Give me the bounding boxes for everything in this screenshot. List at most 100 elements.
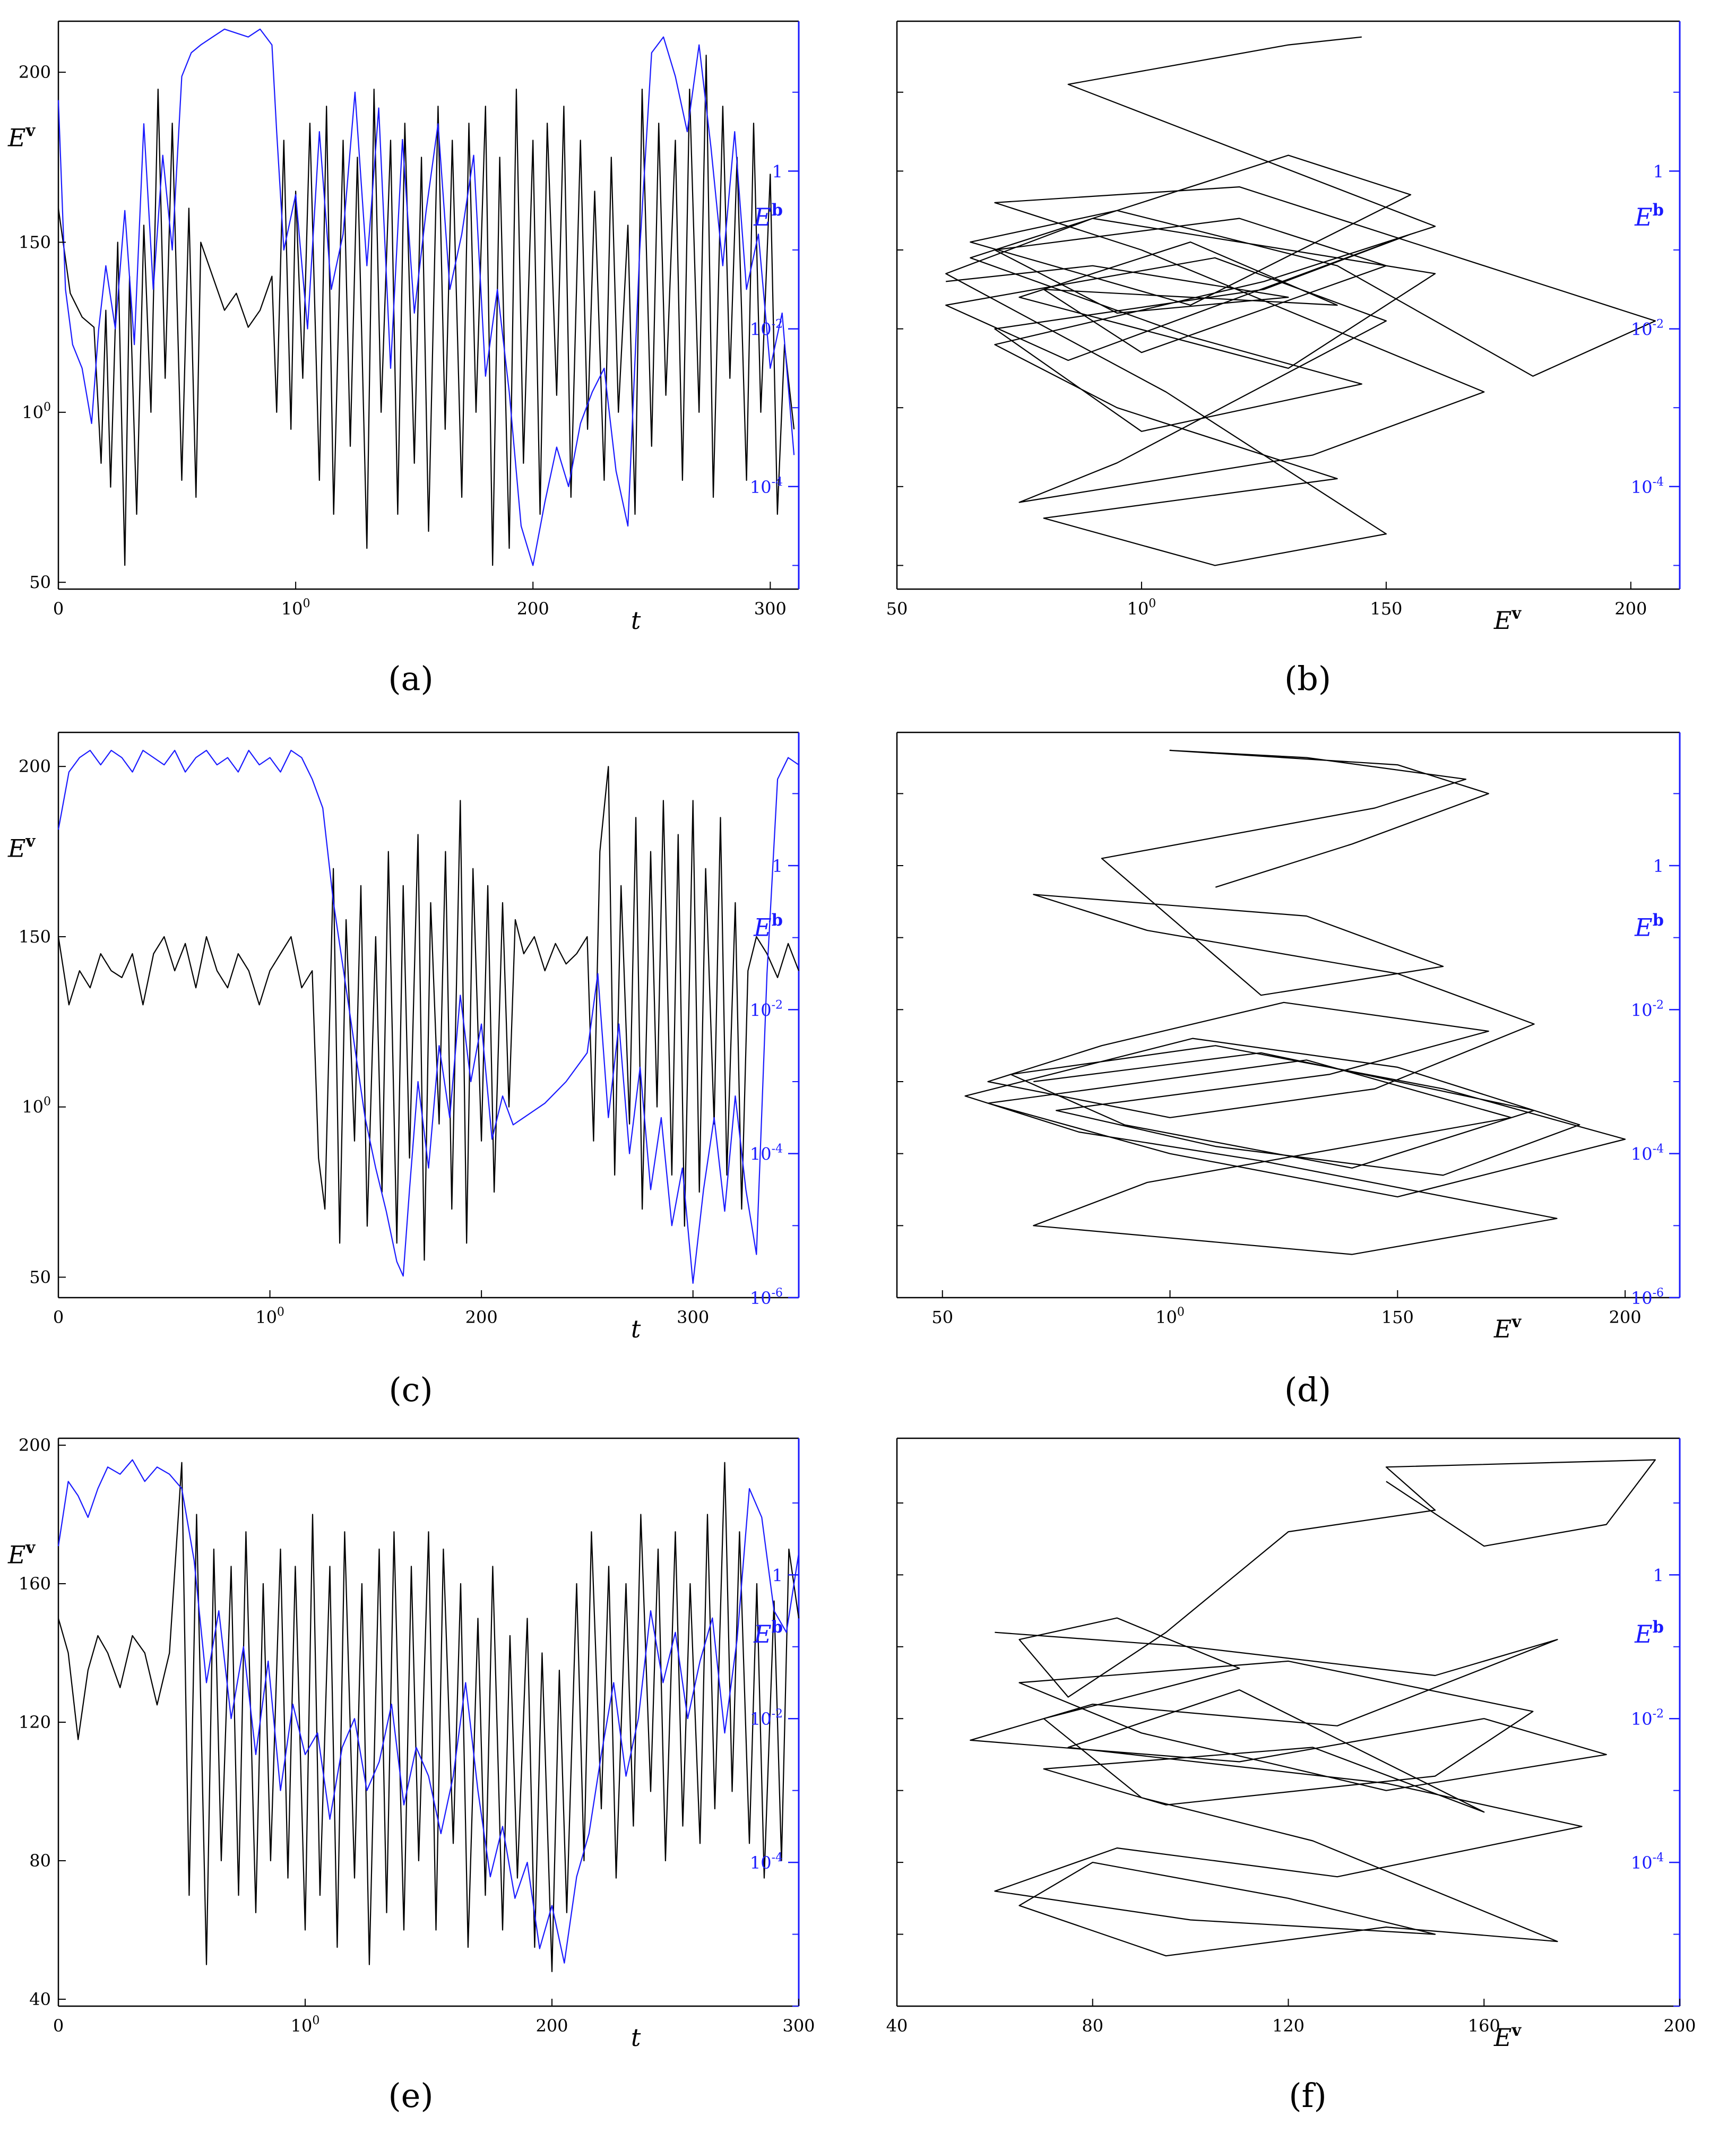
x-tick-label-d: 150 bbox=[1381, 1307, 1414, 1327]
x-tick-label-c: 100 bbox=[255, 1306, 284, 1327]
y-tick-label-a: 50 bbox=[29, 572, 51, 592]
x-tick-label-f: 120 bbox=[1272, 2016, 1305, 2036]
x-tick-label-d: 200 bbox=[1609, 1307, 1642, 1327]
x-tick-label-a: 200 bbox=[517, 599, 549, 619]
y2-tick-label-f: 10-4 bbox=[1631, 1851, 1664, 1873]
x-axis-title-d: Ev bbox=[1493, 1312, 1522, 1343]
y2-tick-label-c: 10-6 bbox=[750, 1286, 783, 1308]
y-tick-label-c: 150 bbox=[19, 927, 51, 947]
y2-axis-title-b: Eb bbox=[1634, 201, 1664, 231]
axes-e: 0 100 200 300 40 80 120 160 200 10-4 10-2 1 t Ev Eb bbox=[7, 1435, 815, 2052]
panel-label-b: (b) bbox=[1284, 659, 1331, 698]
y-tick-label-a: 100 bbox=[22, 401, 51, 422]
x-axis-title-e: t bbox=[631, 2023, 641, 2052]
series-Ev-e bbox=[57, 1462, 800, 1972]
x-tick-label-a: 0 bbox=[53, 599, 64, 619]
panel-frame-b bbox=[896, 20, 1681, 590]
y2-tick-label-a: 1 bbox=[772, 161, 783, 182]
x-tick-label-e: 100 bbox=[291, 2014, 320, 2036]
x-tick-label-c: 200 bbox=[465, 1307, 498, 1327]
series-Ev-a bbox=[57, 55, 795, 566]
x-tick-label-c: 300 bbox=[677, 1307, 709, 1327]
y2-tick-label-e: 10-4 bbox=[750, 1851, 783, 1873]
x-axis-title-f: Ev bbox=[1493, 2021, 1522, 2052]
panel-label-c: (c) bbox=[388, 1370, 433, 1409]
y2-axis-title-e: Eb bbox=[753, 1618, 783, 1648]
y2-tick-label-d: 10-4 bbox=[1631, 1143, 1664, 1164]
x-tick-label-f: 160 bbox=[1468, 2016, 1500, 2036]
panel-label-e: (e) bbox=[388, 2076, 433, 2115]
series-Eb-a bbox=[57, 28, 795, 566]
x-tick-label-d: 50 bbox=[931, 1307, 953, 1327]
panel-frame-d bbox=[896, 731, 1681, 1299]
y2-axis-title-d: Eb bbox=[1634, 911, 1664, 942]
axes-b: 50 100 150 200 10-4 10-2 1 Ev Eb bbox=[886, 91, 1680, 635]
y-tick-label-c: 100 bbox=[22, 1095, 51, 1117]
x-tick-label-b: 150 bbox=[1370, 599, 1402, 619]
y2-tick-label-d: 10-2 bbox=[1631, 998, 1664, 1020]
series-trajectory-b bbox=[945, 36, 1656, 566]
y2-tick-label-d: 1 bbox=[1653, 856, 1664, 876]
y2-tick-label-b: 10-4 bbox=[1631, 476, 1664, 497]
x-tick-label-f: 200 bbox=[1663, 2016, 1696, 2036]
x-tick-label-f: 80 bbox=[1082, 2016, 1103, 2036]
y2-tick-label-d: 10-6 bbox=[1631, 1286, 1664, 1308]
y2-tick-label-e: 10-2 bbox=[750, 1707, 783, 1729]
x-tick-label-b: 100 bbox=[1127, 597, 1156, 619]
y2-tick-label-c: 10-4 bbox=[750, 1143, 783, 1164]
series-layer bbox=[57, 28, 1656, 1972]
y-axis-title-c: Ev bbox=[7, 832, 36, 862]
axes-a: 0 100 200 300 50 100 150 200 10-4 10-2 1 t Ev Eb bbox=[7, 62, 799, 635]
x-tick-label-a: 100 bbox=[281, 597, 310, 619]
x-tick-label-d: 100 bbox=[1155, 1306, 1185, 1327]
panel-frames-layer bbox=[57, 20, 1681, 2007]
y2-tick-label-b: 1 bbox=[1653, 161, 1664, 182]
series-trajectory-f bbox=[970, 1459, 1656, 1957]
y-tick-label-e: 80 bbox=[29, 1851, 51, 1871]
panel-label-a: (a) bbox=[388, 659, 433, 698]
panel-frame-a bbox=[57, 20, 800, 590]
x-tick-label-b: 200 bbox=[1614, 599, 1647, 619]
panel-frame-f bbox=[896, 1437, 1681, 2007]
x-tick-label-c: 0 bbox=[53, 1307, 64, 1327]
y2-tick-label-f: 10-2 bbox=[1631, 1707, 1664, 1729]
panel-label-f: (f) bbox=[1289, 2076, 1326, 2115]
y2-axis-title-a: Eb bbox=[753, 201, 783, 231]
panel-label-d: (d) bbox=[1284, 1370, 1331, 1409]
y-tick-label-c: 50 bbox=[29, 1267, 51, 1288]
series-Eb-c bbox=[57, 749, 799, 1284]
x-tick-label-e: 200 bbox=[536, 2016, 568, 2036]
x-tick-label-e: 0 bbox=[53, 2016, 64, 2036]
y-tick-label-c: 200 bbox=[19, 756, 51, 776]
x-axis-title-a: t bbox=[631, 606, 641, 635]
y2-tick-label-e: 1 bbox=[772, 1565, 783, 1585]
x-tick-label-a: 300 bbox=[754, 599, 787, 619]
x-axis-title-b: Ev bbox=[1493, 604, 1522, 635]
y-tick-label-a: 150 bbox=[19, 232, 51, 252]
y-axis-title-a: Ev bbox=[7, 121, 36, 152]
y-axis-title-e: Ev bbox=[7, 1538, 36, 1569]
x-tick-label-f: 40 bbox=[886, 2016, 908, 2036]
y-tick-label-a: 200 bbox=[19, 62, 51, 82]
y2-axis-title-f: Eb bbox=[1634, 1618, 1664, 1648]
y-tick-label-e: 200 bbox=[19, 1435, 51, 1455]
panel-labels-layer: (a) (b) (c) (d) (e) (f) bbox=[388, 659, 1331, 2115]
y-tick-label-e: 120 bbox=[19, 1712, 51, 1732]
y-tick-label-e: 160 bbox=[19, 1574, 51, 1594]
y2-tick-label-a: 10-2 bbox=[750, 318, 783, 340]
axes-f: 40 80 120 160 200 10-4 10-2 1 Ev Eb bbox=[886, 1502, 1696, 2052]
x-tick-label-e: 300 bbox=[782, 2016, 815, 2036]
panel-frame-e bbox=[57, 1437, 800, 2007]
series-trajectory-d bbox=[964, 749, 1626, 1255]
y-tick-label-e: 40 bbox=[29, 1989, 51, 2009]
series-Eb-e bbox=[57, 1459, 800, 1964]
x-tick-label-b: 50 bbox=[886, 599, 908, 619]
x-axis-title-c: t bbox=[631, 1315, 641, 1343]
y2-tick-label-c: 1 bbox=[772, 856, 783, 876]
y2-tick-label-b: 10-2 bbox=[1631, 318, 1664, 340]
y2-tick-label-a: 10-4 bbox=[750, 476, 783, 497]
series-Ev-c bbox=[57, 766, 800, 1261]
